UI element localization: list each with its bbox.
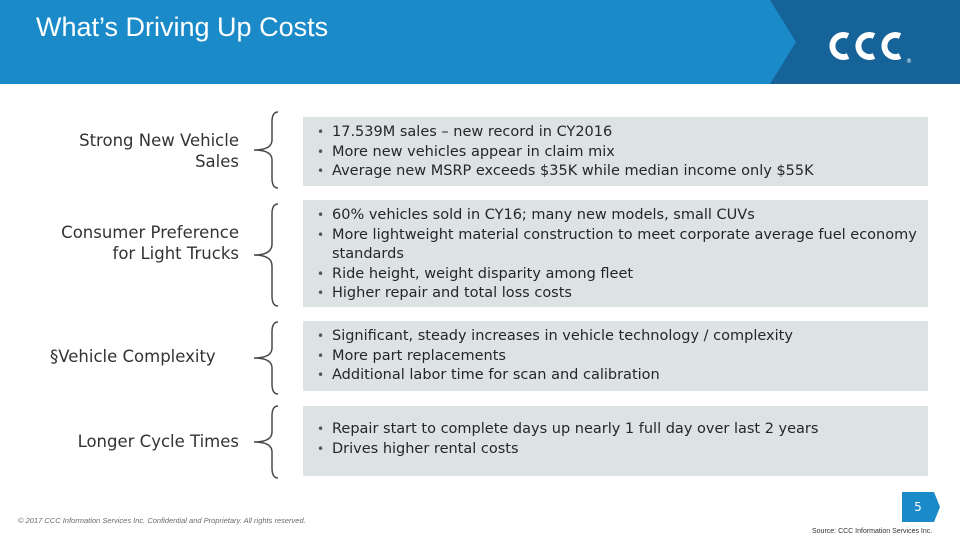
row-label-cycle-times: Longer Cycle Times (77, 432, 239, 451)
source-note: Source: CCC Information Services Inc. (812, 528, 933, 535)
bullet-item: Higher repair and total loss costs (315, 284, 920, 304)
bullet-box-light-trucks: 60% vehicles sold in CY16; many new mode… (303, 200, 928, 307)
page-number-arrow (934, 492, 940, 522)
bullet-item: Average new MSRP exceeds $35K while medi… (315, 162, 920, 182)
brace-icon (253, 203, 279, 307)
svg-text:®: ® (906, 58, 912, 65)
row-label-light-trucks: Consumer Preference for Light Trucks (61, 223, 239, 263)
ccc-logo: ® (826, 26, 912, 70)
bullet-box-cycle-times: Repair start to complete days up nearly … (303, 406, 928, 476)
brace-icon (253, 321, 279, 395)
header-chevron (770, 0, 796, 84)
page-title: What’s Driving Up Costs (36, 12, 329, 42)
row-label-vehicle-complexity: §Vehicle Complexity (50, 347, 216, 366)
bullet-item: Drives higher rental costs (315, 440, 920, 460)
bullet-item: Significant, steady increases in vehicle… (315, 327, 920, 347)
bullet-box-sales: 17.539M sales – new record in CY2016 Mor… (303, 117, 928, 186)
brace-icon (253, 111, 279, 189)
bullet-item: Repair start to complete days up nearly … (315, 420, 920, 440)
bullet-item: More lightweight material construction t… (315, 226, 920, 265)
bullet-item: 17.539M sales – new record in CY2016 (315, 123, 920, 143)
bullet-item: More part replacements (315, 347, 920, 367)
bullet-box-complexity: Significant, steady increases in vehicle… (303, 321, 928, 391)
page-number: 5 (902, 492, 934, 522)
bullet-item: 60% vehicles sold in CY16; many new mode… (315, 206, 920, 226)
bullet-item: Ride height, weight disparity among flee… (315, 265, 920, 285)
row-label-strong-new-vehicle-sales: Strong New Vehicle Sales (79, 131, 239, 171)
header-logo-panel (770, 0, 960, 84)
bullet-item: Additional labor time for scan and calib… (315, 366, 920, 386)
bullet-item: More new vehicles appear in claim mix (315, 143, 920, 163)
copyright-notice: © 2017 CCC Information Services Inc. Con… (18, 516, 306, 525)
brace-icon (253, 405, 279, 479)
